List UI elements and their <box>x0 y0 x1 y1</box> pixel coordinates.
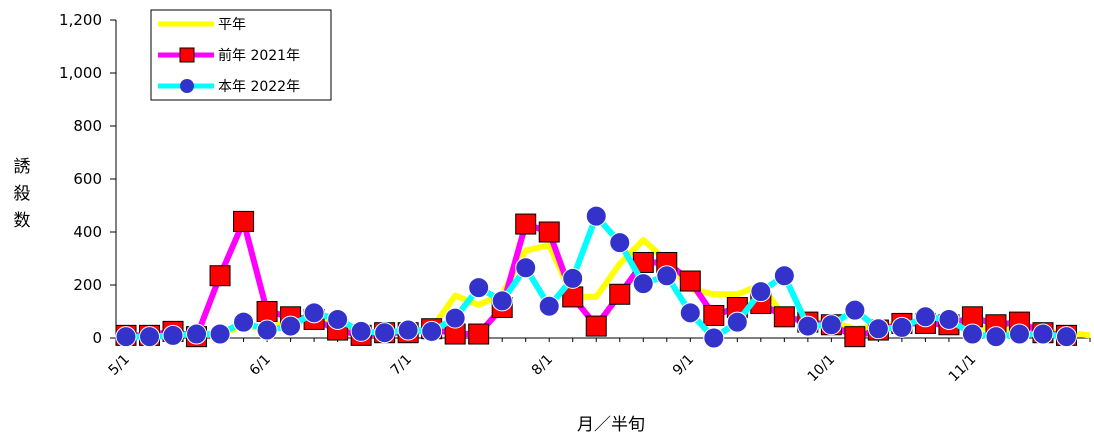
data-point-circle <box>186 323 208 345</box>
data-point-circle <box>115 326 137 348</box>
data-point-circle <box>468 277 490 299</box>
data-point-square <box>585 315 607 337</box>
legend-swatch-marker <box>179 47 195 63</box>
y-tick-label: 800 <box>73 117 102 135</box>
data-point-circle <box>515 257 537 279</box>
data-point-circle <box>961 323 983 345</box>
data-point-square <box>609 283 631 305</box>
y-tick-label: 1,200 <box>59 11 102 29</box>
data-point-circle <box>1008 323 1030 345</box>
data-point-circle <box>280 315 302 337</box>
y-tick-label: 600 <box>73 170 102 188</box>
data-point-circle <box>538 295 560 317</box>
data-point-circle <box>750 281 772 303</box>
data-point-circle <box>914 306 936 328</box>
series-3 <box>115 205 1077 349</box>
data-point-circle <box>350 320 372 342</box>
data-point-circle <box>162 324 184 346</box>
data-point-circle <box>562 267 584 289</box>
legend-item: 平年 <box>158 17 246 33</box>
data-point-circle <box>397 319 419 341</box>
x-tick-label: 9/1 <box>670 352 697 379</box>
y-tick-label: 1,000 <box>59 64 102 82</box>
y-tick-label: 0 <box>92 329 102 347</box>
data-point-circle <box>374 322 396 344</box>
y-tick-label: 400 <box>73 223 102 241</box>
data-point-square <box>703 304 725 326</box>
y-axis-label-char: 数 <box>14 211 31 231</box>
data-point-circle <box>844 299 866 321</box>
data-point-circle <box>867 318 889 340</box>
legend-item: 前年 2021年 <box>158 47 300 64</box>
x-tick-label: 6/1 <box>247 352 274 379</box>
data-point-circle <box>491 290 513 312</box>
data-point-circle <box>421 320 443 342</box>
data-point-circle <box>1055 326 1077 348</box>
data-point-circle <box>139 326 161 348</box>
x-axis-label: 月／半旬 <box>577 415 645 435</box>
y-axis-label-char: 誘 <box>14 157 31 177</box>
data-point-circle <box>938 308 960 330</box>
data-point-circle <box>1032 323 1054 345</box>
data-point-circle <box>327 308 349 330</box>
data-point-square <box>538 221 560 243</box>
data-point-square <box>515 213 537 235</box>
data-point-square <box>468 323 490 345</box>
series-layer <box>115 205 1091 349</box>
legend-label: 平年 <box>218 17 246 33</box>
data-point-circle <box>632 273 654 295</box>
data-point-circle <box>679 302 701 324</box>
data-point-circle <box>209 323 231 345</box>
data-point-circle <box>444 307 466 329</box>
data-point-square <box>233 210 255 232</box>
data-point-circle <box>585 205 607 227</box>
data-point-circle <box>656 265 678 287</box>
y-tick-label: 200 <box>73 276 102 294</box>
data-point-square <box>679 270 701 292</box>
x-tick-label: 5/1 <box>106 352 133 379</box>
x-axis-ticks: 5/1 6/1 7/1 8/1 9/1 10/1 11/1 <box>106 338 1091 386</box>
x-tick-label: 11/1 <box>946 352 980 386</box>
data-point-circle <box>891 316 913 338</box>
data-point-circle <box>256 319 278 341</box>
x-tick-label: 7/1 <box>388 352 415 379</box>
data-point-square <box>773 306 795 328</box>
y-axis-ticks: 0 200 400 600 800 1,000 1,200 <box>59 11 116 347</box>
data-point-circle <box>773 265 795 287</box>
data-point-circle <box>985 326 1007 348</box>
data-point-circle <box>703 327 725 349</box>
data-point-circle <box>797 315 819 337</box>
legend-label: 本年 2022年 <box>218 79 300 95</box>
x-tick-label: 10/1 <box>805 352 839 386</box>
data-point-square <box>256 301 278 322</box>
data-point-square <box>209 265 231 287</box>
x-tick-label: 8/1 <box>529 352 556 379</box>
legend-label: 前年 2021年 <box>218 47 300 64</box>
data-point-circle <box>820 314 842 336</box>
data-point-circle <box>726 311 748 333</box>
legend-item: 本年 2022年 <box>158 79 300 95</box>
data-point-circle <box>233 311 255 333</box>
data-point-square <box>844 326 866 348</box>
data-point-circle <box>303 302 325 324</box>
y-axis-label-char: 殺 <box>14 184 31 204</box>
legend-swatch-marker <box>180 79 194 93</box>
y-axis-label: 誘殺数 <box>14 157 31 231</box>
data-point-circle <box>609 232 631 254</box>
